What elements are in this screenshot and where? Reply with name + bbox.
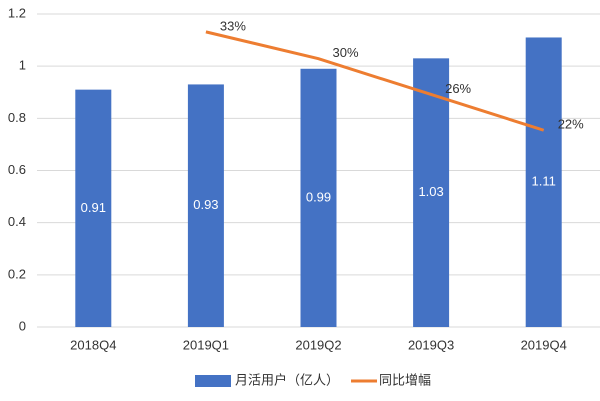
bar-value-label: 1.03 xyxy=(418,184,443,199)
line-value-label: 33% xyxy=(220,18,246,33)
y-tick-label: 1 xyxy=(19,58,26,73)
x-tick-label: 2018Q4 xyxy=(70,337,116,352)
y-tick-label: 0.4 xyxy=(8,214,26,229)
bar xyxy=(187,84,224,327)
bar xyxy=(300,68,337,328)
y-tick-label: 0.2 xyxy=(8,266,26,281)
line xyxy=(205,30,545,132)
legend-swatch xyxy=(195,375,231,387)
y-tick-label: 0 xyxy=(19,318,26,333)
bar xyxy=(413,58,450,327)
line-value-label: 30% xyxy=(333,45,359,60)
x-tick-label: 2019Q4 xyxy=(521,337,567,352)
x-tick-label: 2019Q2 xyxy=(295,337,341,352)
bar-value-label: 0.99 xyxy=(306,189,331,204)
bar-value-label: 1.11 xyxy=(532,174,556,189)
x-tick-label: 2019Q3 xyxy=(408,337,454,352)
bar-value-label: 0.91 xyxy=(81,200,106,215)
y-tick-label: 1.2 xyxy=(8,5,26,20)
y-tick-label: 0.6 xyxy=(8,162,26,177)
bar xyxy=(525,37,562,327)
x-tick-label: 2019Q1 xyxy=(183,337,229,352)
line-value-label: 26% xyxy=(445,81,471,96)
legend-label: 同比增幅 xyxy=(379,372,431,387)
line-value-label: 22% xyxy=(558,117,584,132)
bar xyxy=(75,89,112,328)
legend-label: 月活用户（亿人） xyxy=(235,372,339,387)
y-tick-label: 0.8 xyxy=(8,110,26,125)
bar-value-label: 0.93 xyxy=(193,197,218,212)
